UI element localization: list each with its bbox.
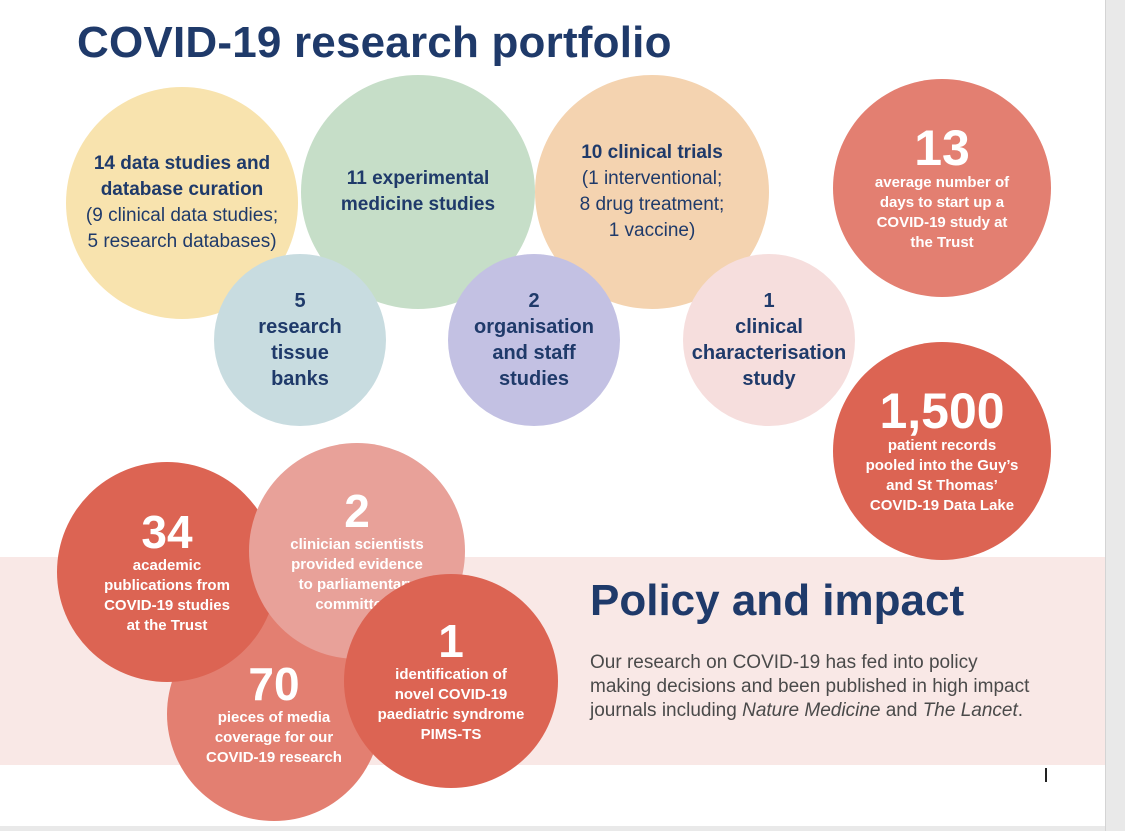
pims-ts-line1: identification of xyxy=(395,666,507,683)
org-staff-line2: organisation xyxy=(473,316,594,338)
media-coverage-line3: COVID-19 research xyxy=(206,749,342,766)
org-staff-line3: and staff xyxy=(492,342,576,364)
journal-lancet: The Lancet xyxy=(922,700,1018,721)
org-staff-line4: studies xyxy=(498,368,570,390)
tissue-banks-line4: banks xyxy=(271,368,329,390)
patient-records-line4: COVID-19 Data Lake xyxy=(869,497,1015,514)
page-title: COVID-19 research portfolio xyxy=(77,18,672,67)
text-cursor xyxy=(1045,768,1047,782)
experimental-line1: 11 experimental xyxy=(346,168,490,189)
publications-circle: 34 academic publications from COVID-19 s… xyxy=(57,462,277,682)
journal-nature-medicine: Nature Medicine xyxy=(742,700,881,721)
pims-ts-number: 1 xyxy=(438,615,464,667)
publications-line1: academic xyxy=(132,557,202,574)
startup-days-line2: days to start up a xyxy=(879,194,1005,211)
page-edge-right xyxy=(1105,0,1125,831)
startup-days-circle: 13 average number of days to start up a … xyxy=(833,79,1051,297)
clinical-trials-line3: 8 drug treatment; xyxy=(579,194,725,215)
org-staff-circle: 2 organisation and staff studies xyxy=(448,254,620,426)
data-studies-line4: 5 research databases) xyxy=(87,231,277,252)
clinical-trials-line2: (1 interventional; xyxy=(581,168,723,189)
patient-records-circle: 1,500 patient records pooled into the Gu… xyxy=(833,342,1051,560)
policy-body-and: and xyxy=(880,700,923,721)
experimental-line2: medicine studies xyxy=(340,194,496,215)
clinician-scientists-line2: provided evidence xyxy=(291,556,423,573)
pims-ts-line2: novel COVID-19 xyxy=(394,686,508,703)
patient-records-line3: and St Thomas’ xyxy=(886,477,998,494)
characterisation-line2: clinical xyxy=(735,316,803,338)
startup-days-line3: COVID-19 study at xyxy=(876,214,1008,231)
data-studies-line2: database curation xyxy=(100,179,264,200)
page-edge-bottom xyxy=(0,826,1105,831)
tissue-banks-line3: tissue xyxy=(271,342,329,364)
characterisation-line1: 1 xyxy=(763,290,775,312)
publications-line4: at the Trust xyxy=(126,617,208,634)
policy-title: Policy and impact xyxy=(590,576,965,625)
tissue-banks-line1: 5 xyxy=(294,290,306,312)
characterisation-line4: study xyxy=(742,368,796,390)
pims-ts-line3: paediatric syndrome xyxy=(377,706,525,723)
clinician-scientists-line1: clinician scientists xyxy=(290,536,424,553)
tissue-banks-line2: research xyxy=(258,316,342,338)
startup-days-number: 13 xyxy=(914,120,970,176)
startup-days-line4: the Trust xyxy=(910,234,974,251)
patient-records-line1: patient records xyxy=(887,437,997,454)
policy-body: Our research on COVID-19 has fed into po… xyxy=(590,651,1030,723)
org-staff-line1: 2 xyxy=(528,290,540,312)
pims-ts-line4: PIMS-TS xyxy=(420,726,482,743)
media-coverage-number: 70 xyxy=(248,658,300,710)
data-studies-circle: 14 data studies and database curation (9… xyxy=(66,87,298,319)
media-coverage-line1: pieces of media xyxy=(217,709,331,726)
patient-records-line2: pooled into the Guy’s xyxy=(865,457,1019,474)
policy-body-end: . xyxy=(1017,700,1024,721)
characterisation-line3: characterisation xyxy=(691,342,847,364)
tissue-banks-circle: 5 research tissue banks xyxy=(214,254,386,426)
publications-line3: COVID-19 studies xyxy=(104,597,230,614)
patient-records-number: 1,500 xyxy=(879,383,1005,439)
startup-days-line1: average number of xyxy=(874,174,1010,191)
media-coverage-line2: coverage for our xyxy=(214,729,334,746)
publications-number: 34 xyxy=(141,506,193,558)
data-studies-line3: (9 clinical data studies; xyxy=(85,205,279,226)
publications-line2: publications from xyxy=(104,577,230,594)
clinician-scientists-number: 2 xyxy=(344,485,370,537)
policy-body-text: Our research on COVID-19 has fed into po… xyxy=(590,652,1030,721)
characterisation-circle: 1 clinical characterisation study xyxy=(683,254,855,426)
clinical-trials-line1: 10 clinical trials xyxy=(581,142,723,163)
clinician-scientists-circle: 2 clinician scientists provided evidence… xyxy=(249,443,465,659)
clinical-trials-line4: 1 vaccine) xyxy=(608,220,696,241)
pims-ts-circle: 1 identification of novel COVID-19 paedi… xyxy=(344,574,558,788)
data-studies-line1: 14 data studies and xyxy=(93,153,271,174)
clinician-scientists-line3: to parliamentary xyxy=(298,576,416,593)
